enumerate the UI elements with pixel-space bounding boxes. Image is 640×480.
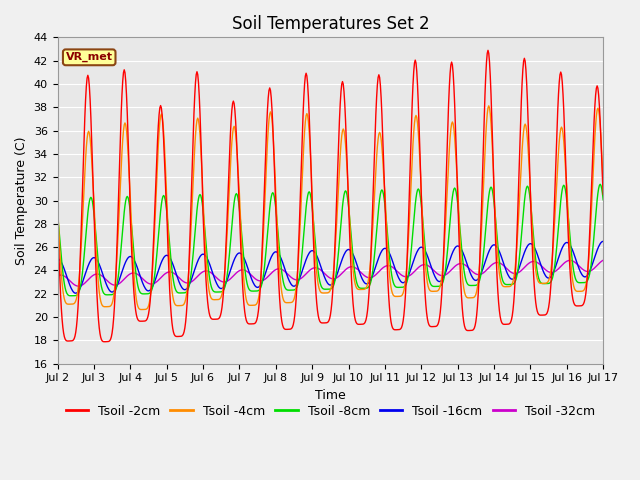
- Tsoil -16cm: [429, 270, 437, 276]
- Tsoil -16cm: [198, 252, 205, 258]
- Tsoil -16cm: [376, 252, 383, 258]
- Tsoil -8cm: [429, 284, 437, 289]
- Legend: Tsoil -2cm, Tsoil -4cm, Tsoil -8cm, Tsoil -16cm, Tsoil -32cm: Tsoil -2cm, Tsoil -4cm, Tsoil -8cm, Tsoi…: [61, 400, 600, 423]
- Tsoil -8cm: [174, 290, 182, 296]
- Line: Tsoil -16cm: Tsoil -16cm: [58, 241, 603, 293]
- Tsoil -8cm: [550, 268, 558, 274]
- Y-axis label: Soil Temperature (C): Soil Temperature (C): [15, 136, 28, 265]
- Tsoil -16cm: [599, 239, 607, 244]
- Tsoil -32cm: [550, 269, 558, 275]
- Line: Tsoil -2cm: Tsoil -2cm: [58, 50, 603, 342]
- Tsoil -2cm: [54, 210, 61, 216]
- Tsoil -32cm: [174, 274, 182, 280]
- Tsoil -8cm: [599, 197, 607, 203]
- Tsoil -2cm: [100, 339, 108, 345]
- Tsoil -2cm: [551, 194, 559, 200]
- Tsoil -4cm: [485, 103, 493, 108]
- Tsoil -8cm: [198, 196, 205, 202]
- Tsoil -16cm: [54, 256, 61, 262]
- Tsoil -16cm: [323, 279, 330, 285]
- Tsoil -32cm: [75, 283, 83, 289]
- Title: Soil Temperatures Set 2: Soil Temperatures Set 2: [232, 15, 429, 33]
- Tsoil -4cm: [54, 202, 61, 207]
- Tsoil -8cm: [596, 181, 604, 187]
- Tsoil -8cm: [323, 287, 330, 292]
- Tsoil -8cm: [54, 211, 61, 216]
- Tsoil -32cm: [599, 257, 607, 263]
- Text: VR_met: VR_met: [66, 52, 113, 62]
- Tsoil -4cm: [174, 303, 182, 309]
- Tsoil -16cm: [72, 290, 79, 296]
- Tsoil -4cm: [599, 184, 607, 190]
- Tsoil -2cm: [198, 155, 205, 161]
- Line: Tsoil -4cm: Tsoil -4cm: [58, 106, 603, 310]
- Tsoil -2cm: [484, 48, 492, 53]
- Tsoil -32cm: [376, 268, 383, 274]
- Tsoil -4cm: [198, 160, 205, 166]
- Tsoil -32cm: [198, 270, 205, 276]
- Tsoil -16cm: [174, 276, 182, 282]
- Tsoil -4cm: [138, 307, 145, 312]
- Tsoil -4cm: [551, 218, 559, 224]
- Tsoil -32cm: [323, 273, 330, 278]
- Tsoil -4cm: [429, 288, 437, 294]
- Line: Tsoil -32cm: Tsoil -32cm: [58, 260, 603, 286]
- Tsoil -32cm: [429, 267, 437, 273]
- Tsoil -4cm: [376, 130, 383, 135]
- X-axis label: Time: Time: [315, 389, 346, 402]
- Tsoil -2cm: [429, 324, 437, 329]
- Tsoil -2cm: [599, 192, 607, 197]
- Tsoil -16cm: [550, 268, 558, 274]
- Tsoil -8cm: [376, 196, 383, 202]
- Tsoil -4cm: [323, 290, 330, 296]
- Line: Tsoil -8cm: Tsoil -8cm: [58, 184, 603, 296]
- Tsoil -32cm: [54, 273, 61, 279]
- Tsoil -2cm: [174, 334, 182, 339]
- Tsoil -2cm: [376, 74, 383, 80]
- Tsoil -8cm: [67, 293, 75, 299]
- Tsoil -2cm: [323, 320, 330, 325]
